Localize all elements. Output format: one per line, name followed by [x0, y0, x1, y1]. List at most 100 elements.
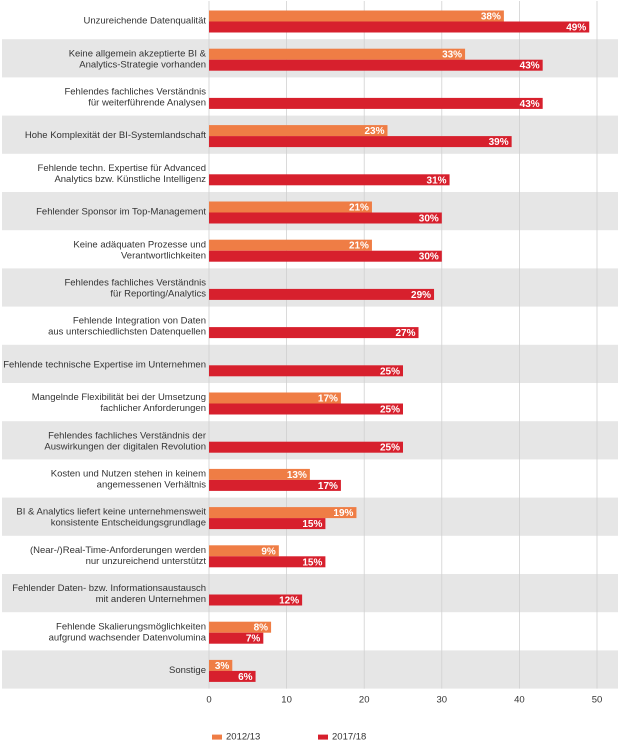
- value-label: 15%: [302, 519, 322, 530]
- bar-2012-13: [209, 507, 357, 519]
- legend-label: 2012/13: [226, 732, 260, 740]
- value-label: 30%: [419, 252, 439, 263]
- value-label: 25%: [380, 443, 400, 454]
- category-label: Fehlender Daten- bzw. Informationsaustau…: [12, 583, 206, 605]
- value-label: 8%: [254, 623, 269, 634]
- bar-2017-18: [209, 250, 442, 262]
- category-label-line: BI & Analytics liefert keine unternehmen…: [16, 507, 206, 518]
- bar-2017-18: [209, 288, 435, 300]
- value-label: 30%: [419, 214, 439, 225]
- category-label-line: Fehlende technische Expertise im Unterne…: [3, 359, 206, 370]
- category-label-line: Fehlender Sponsor im Top-Management: [36, 207, 206, 218]
- legend-swatch: [212, 734, 222, 740]
- bar-2012-13: [209, 392, 341, 404]
- x-tick-label: 0: [206, 695, 211, 706]
- x-tick-label: 20: [359, 695, 370, 706]
- category-label: Fehlende techn. Expertise für Advanced An…: [38, 163, 207, 185]
- bar-2017-18: [209, 365, 403, 377]
- value-label: 39%: [489, 137, 509, 148]
- category-label: Unzureichende Datenqualität: [83, 16, 206, 27]
- bar-2012-13: [209, 201, 372, 213]
- category-label-line: mit anderen Unternehmen: [96, 594, 206, 605]
- category-label-line: Fehlende techn. Expertise für Advanced: [38, 163, 206, 174]
- value-label: 17%: [318, 481, 338, 492]
- category-label: Fehlendes fachliches Verständnis der Ausw…: [44, 430, 206, 452]
- bar-2017-18: [209, 556, 326, 568]
- row-band: [2, 574, 618, 613]
- bar-2012-13: [209, 239, 372, 251]
- bar-2017-18: [209, 403, 403, 415]
- category-label-line: Analytics bzw. Künstliche Intelligenz: [54, 174, 206, 185]
- bar-2012-13: [209, 659, 233, 671]
- category-label: Fehlendes fachliches Verständnis für weit…: [64, 87, 206, 109]
- bar-2017-18: [209, 59, 543, 71]
- category-label-line: Keine adäquaten Prozesse und: [73, 239, 206, 250]
- category-label-line: Fehlende Skalierungsmöglichkeiten: [56, 621, 206, 632]
- category-label-line: Fehlendes fachliches Verständnis der: [48, 430, 206, 441]
- category-label: Hohe Komplexität der BI-Systemlandschaft: [25, 130, 206, 141]
- value-label: 13%: [287, 470, 307, 481]
- category-label-line: Sonstige: [169, 665, 206, 676]
- value-label: 27%: [396, 328, 416, 339]
- category-label: Keine allgemein akzeptierte BI & Analytic…: [69, 48, 207, 70]
- x-tick-label: 10: [281, 695, 292, 706]
- value-label: 3%: [215, 661, 230, 672]
- category-label-line: Fehlender Daten- bzw. Informationsaustau…: [12, 583, 206, 594]
- value-label: 43%: [520, 99, 540, 110]
- category-label-line: für Reporting/Analytics: [110, 289, 206, 300]
- category-label-line: Kosten und Nutzen stehen in keinem: [51, 469, 206, 480]
- category-label-line: angemessenen Verhältnis: [97, 480, 207, 491]
- bar-2012-13: [209, 125, 388, 137]
- category-label: Sonstige: [169, 665, 206, 676]
- bar-2012-13: [209, 10, 504, 22]
- row-band: [2, 421, 618, 460]
- category-label: BI & Analytics liefert keine unternehmen…: [16, 507, 206, 529]
- x-tick-label: 30: [437, 695, 448, 706]
- category-label-line: Unzureichende Datenqualität: [83, 16, 206, 27]
- value-label: 29%: [411, 290, 431, 301]
- bar-2017-18: [209, 670, 256, 682]
- category-label-line: Fehlendes fachliches Verständnis: [64, 278, 206, 289]
- bar-2012-13: [209, 545, 279, 557]
- value-label: 25%: [380, 366, 400, 377]
- value-label: 6%: [238, 672, 253, 683]
- category-label-line: Hohe Komplexität der BI-Systemlandschaft: [25, 130, 206, 141]
- category-label: Fehlende technische Expertise im Unterne…: [3, 359, 206, 370]
- category-label-line: Verantwortlichkeiten: [121, 250, 206, 261]
- bar-2017-18: [209, 174, 450, 186]
- bar-2017-18: [209, 594, 303, 606]
- row-band: [2, 268, 618, 307]
- value-label: 12%: [279, 596, 299, 607]
- bar-2017-18: [209, 21, 590, 33]
- x-tick-label: 40: [514, 695, 525, 706]
- legend-label: 2017/18: [332, 732, 366, 740]
- value-label: 43%: [520, 61, 540, 72]
- category-label-line: Analytics-Strategie vorhanden: [79, 59, 206, 70]
- category-label: Fehlender Sponsor im Top-Management: [36, 207, 206, 218]
- bar-2012-13: [209, 48, 466, 60]
- bar-2017-18: [209, 632, 264, 644]
- value-label: 25%: [380, 405, 400, 416]
- category-label-line: nur unzureichend unterstützt: [86, 556, 207, 567]
- category-label-line: Fehlende Integration von Daten: [73, 316, 206, 327]
- bar-2017-18: [209, 97, 543, 109]
- value-label: 21%: [349, 203, 369, 214]
- bar-2017-18: [209, 136, 512, 148]
- value-label: 17%: [318, 394, 338, 405]
- value-label: 31%: [427, 175, 447, 186]
- category-label-line: fachlicher Anforderungen: [100, 403, 206, 414]
- value-label: 21%: [349, 241, 369, 252]
- value-label: 38%: [481, 12, 501, 23]
- category-label: Fehlende Skalierungsmöglichkeiten aufgrun…: [49, 621, 207, 643]
- category-label-line: für weiterführende Analysen: [88, 98, 206, 109]
- category-label-line: Fehlendes fachliches Verständnis: [64, 87, 206, 98]
- category-label-line: aus unterschiedlichsten Datenquellen: [48, 327, 206, 338]
- bar-2017-18: [209, 518, 326, 530]
- bar-2012-13: [209, 468, 310, 480]
- category-label-line: Mangelnde Flexibilität bei der Umsetzung: [32, 392, 206, 403]
- row-band: [2, 650, 618, 689]
- category-label: Mangelnde Flexibilität bei der Umsetzung…: [32, 392, 206, 414]
- row-band: [2, 344, 618, 383]
- bar-2012-13: [209, 621, 272, 633]
